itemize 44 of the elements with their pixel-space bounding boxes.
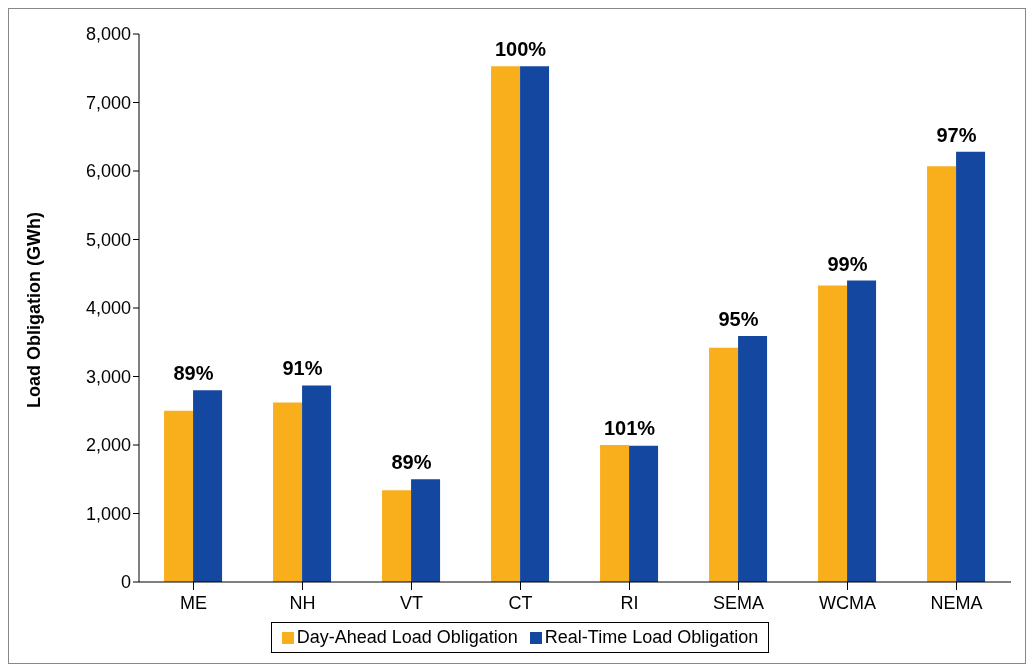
bar: [382, 490, 412, 582]
bar: [738, 336, 768, 582]
bar: [164, 410, 194, 582]
bar: [411, 479, 441, 582]
annotation: 99%: [827, 252, 868, 275]
bar: [273, 402, 303, 582]
x-tick-label: SEMA: [712, 592, 765, 613]
annotation: 101%: [603, 417, 656, 439]
annotation: 100%: [494, 38, 547, 61]
y-tick-label: 0: [120, 572, 131, 593]
x-tick-label: CT: [508, 592, 533, 613]
x-tick-label: NEMA: [930, 592, 983, 613]
y-axis-title: Load Obligation (GWh): [24, 212, 45, 408]
bar: [927, 166, 957, 582]
annotation: 95%: [718, 308, 759, 331]
x-tick-label: ME: [180, 592, 207, 613]
bar: [491, 66, 521, 582]
y-tick-label: 5,000: [85, 229, 131, 250]
x-tick-label: VT: [399, 592, 424, 613]
bar: [520, 66, 550, 582]
y-tick-label: 3,000: [85, 366, 131, 387]
bar: [302, 385, 332, 582]
x-tick-label: WCMA: [819, 592, 876, 613]
annotation: 89%: [391, 451, 432, 474]
annotation: 97%: [936, 123, 977, 146]
y-tick-label: 8,000: [85, 24, 131, 45]
bar: [600, 445, 630, 582]
y-tick-label: 7,000: [85, 92, 131, 113]
y-tick-label: 6,000: [85, 161, 131, 182]
y-tick-label: 2,000: [85, 435, 131, 456]
bar: [629, 445, 659, 582]
x-tick-label: RI: [620, 592, 639, 613]
legend-label: Real-Time Load Obligation: [543, 627, 759, 648]
annotation: 91%: [282, 357, 323, 380]
y-tick-label: 1,000: [85, 503, 131, 524]
bar: [709, 347, 739, 582]
x-tick-label: NH: [289, 592, 316, 613]
bar: [193, 390, 223, 582]
bar: [847, 280, 877, 582]
annotation: 89%: [173, 362, 214, 385]
bar: [956, 151, 986, 582]
y-tick-label: 4,000: [85, 298, 131, 319]
bar: [818, 285, 848, 582]
legend-label: Day-Ahead Load Obligation: [295, 627, 518, 648]
